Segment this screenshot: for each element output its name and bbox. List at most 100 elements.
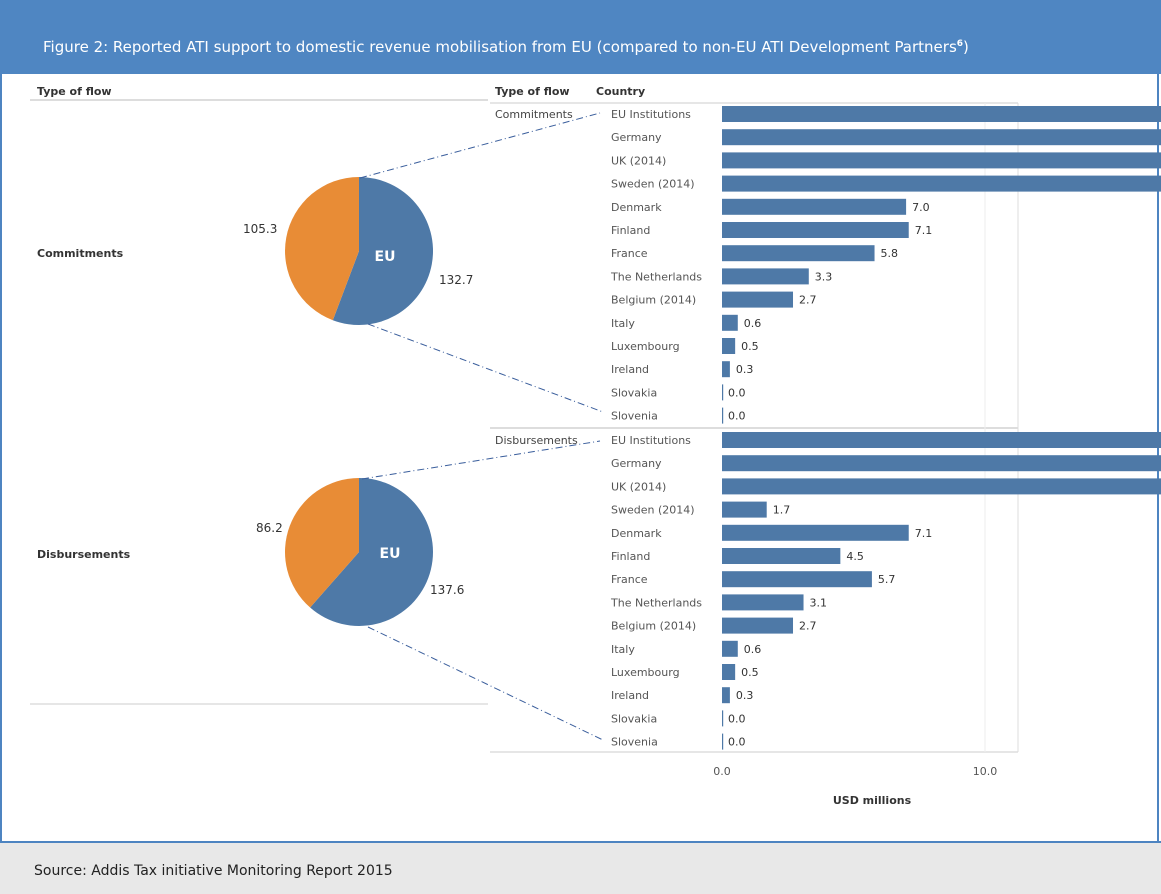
connector-line <box>367 323 604 413</box>
bar-group-label-commitments: Commitments <box>495 108 573 121</box>
country-label-slovakia: Slovakia <box>611 712 657 725</box>
bar-disbursements-ireland <box>722 687 730 704</box>
x-axis-title: USD millions <box>833 794 912 807</box>
bar-commitments-italy <box>722 314 738 331</box>
country-label-italy: Italy <box>611 643 635 656</box>
country-label-the-netherlands: The Netherlands <box>610 270 702 283</box>
bar-value-label: 1.7 <box>773 504 791 517</box>
bar-type-of-flow-header: Type of flow <box>495 85 570 98</box>
bar-disbursements-sweden-2014 <box>722 501 767 518</box>
bar-value-label: 0.3 <box>736 689 754 702</box>
bar-value-label: 0.0 <box>728 712 746 725</box>
pie-slice-disbursements-non-eu <box>284 478 359 608</box>
bar-commitments-uk-2014 <box>722 152 1161 169</box>
country-label-luxembourg: Luxembourg <box>611 666 680 679</box>
country-label-sweden-2014: Sweden (2014) <box>611 504 695 517</box>
bar-disbursements-finland <box>722 548 841 564</box>
bar-value-label: 0.0 <box>728 410 746 423</box>
country-label-france: France <box>611 573 648 586</box>
country-label-the-netherlands: The Netherlands <box>610 596 702 609</box>
pie-slice-label-eu: EU <box>380 546 401 562</box>
country-label-uk-2014: UK (2014) <box>611 480 666 493</box>
bar-disbursements-slovakia <box>722 710 724 727</box>
country-label-eu-institutions: EU Institutions <box>611 434 691 447</box>
figure-title: Figure 2: Reported ATI support to domest… <box>43 38 969 56</box>
bar-disbursements-france <box>722 571 872 588</box>
pie-flow-label-commitments: Commitments <box>37 247 124 260</box>
x-tick-label: 10.0 <box>973 765 998 778</box>
bar-value-label: 3.3 <box>815 270 833 283</box>
country-label-sweden-2014: Sweden (2014) <box>611 178 695 191</box>
bar-disbursements-belgium-2014 <box>722 617 794 634</box>
country-label-luxembourg: Luxembourg <box>611 340 680 353</box>
pie-slice-label-eu: EU <box>375 249 396 265</box>
footnote-marker: 6 <box>956 39 964 49</box>
country-label-finland: Finland <box>611 224 650 237</box>
pie-slice-commitments-eu <box>332 177 434 325</box>
figure-title-bar: Figure 2: Reported ATI support to domest… <box>0 0 1161 74</box>
country-label-belgium-2014: Belgium (2014) <box>611 294 696 307</box>
x-tick-label: 0.0 <box>713 765 731 778</box>
bar-disbursements-italy <box>722 640 738 657</box>
bar-commitments-slovenia <box>722 407 724 424</box>
pie-slice-disbursements-eu <box>310 478 433 626</box>
country-label-slovakia: Slovakia <box>611 386 657 399</box>
country-label-belgium-2014: Belgium (2014) <box>611 620 696 633</box>
bar-disbursements-luxembourg <box>722 664 736 680</box>
bar-value-label: 0.3 <box>736 363 754 376</box>
bar-value-label: 2.7 <box>799 620 817 633</box>
country-label-germany: Germany <box>611 457 662 470</box>
country-header: Country <box>596 85 645 98</box>
country-label-slovenia: Slovenia <box>611 410 658 423</box>
bar-group-label-disbursements: Disbursements <box>495 434 578 447</box>
pie-value-label: 132.7 <box>439 273 473 287</box>
country-label-germany: Germany <box>611 131 662 144</box>
country-label-uk-2014: UK (2014) <box>611 154 666 167</box>
pie-value-label: 105.3 <box>243 222 277 236</box>
bar-value-label: 0.0 <box>728 386 746 399</box>
bar-disbursements-slovenia <box>722 733 724 750</box>
bar-commitments-france <box>722 245 875 262</box>
bar-value-label: 0.6 <box>744 643 762 656</box>
bar-commitments-finland <box>722 222 909 238</box>
country-label-france: France <box>611 247 648 260</box>
source-footer: Source: Addis Tax initiative Monitoring … <box>0 841 1161 894</box>
country-label-italy: Italy <box>611 317 635 330</box>
connector-line <box>367 626 604 741</box>
bar-value-label: 7.1 <box>915 527 933 540</box>
bar-disbursements-denmark <box>722 524 909 541</box>
pie-value-label: 137.6 <box>430 583 464 597</box>
bar-disbursements-eu-institutions <box>722 432 1161 448</box>
country-label-eu-institutions: EU Institutions <box>611 108 691 121</box>
bar-value-label: 7.0 <box>912 201 930 214</box>
bar-value-label: 0.6 <box>744 317 762 330</box>
country-label-denmark: Denmark <box>611 527 662 540</box>
bar-commitments-slovakia <box>722 384 724 401</box>
bar-commitments-eu-institutions <box>722 106 1161 122</box>
connector-line <box>361 440 601 480</box>
bar-value-label: 0.0 <box>728 736 746 749</box>
bar-value-label: 5.7 <box>878 573 896 586</box>
bar-value-label: 0.5 <box>741 666 759 679</box>
pie-slice-commitments-non-eu <box>285 177 359 321</box>
bar-value-label: 7.1 <box>915 224 933 237</box>
bar-disbursements-uk-2014 <box>722 478 1161 495</box>
bar-value-label: 3.1 <box>810 596 828 609</box>
bar-value-label: 4.5 <box>846 550 864 563</box>
country-label-ireland: Ireland <box>611 363 649 376</box>
left-type-of-flow-header: Type of flow <box>37 85 112 98</box>
pie-flow-label-disbursements: Disbursements <box>37 548 131 561</box>
bar-disbursements-the-netherlands <box>722 594 804 611</box>
bar-commitments-the-netherlands <box>722 268 809 285</box>
country-label-denmark: Denmark <box>611 201 662 214</box>
bar-commitments-denmark <box>722 198 907 215</box>
country-label-finland: Finland <box>611 550 650 563</box>
source-text: Source: Addis Tax initiative Monitoring … <box>34 863 393 879</box>
bar-commitments-luxembourg <box>722 338 736 354</box>
bar-value-label: 0.5 <box>741 340 759 353</box>
bar-commitments-germany <box>722 129 1161 146</box>
country-label-ireland: Ireland <box>611 689 649 702</box>
bar-commitments-belgium-2014 <box>722 291 794 308</box>
country-label-slovenia: Slovenia <box>611 736 658 749</box>
